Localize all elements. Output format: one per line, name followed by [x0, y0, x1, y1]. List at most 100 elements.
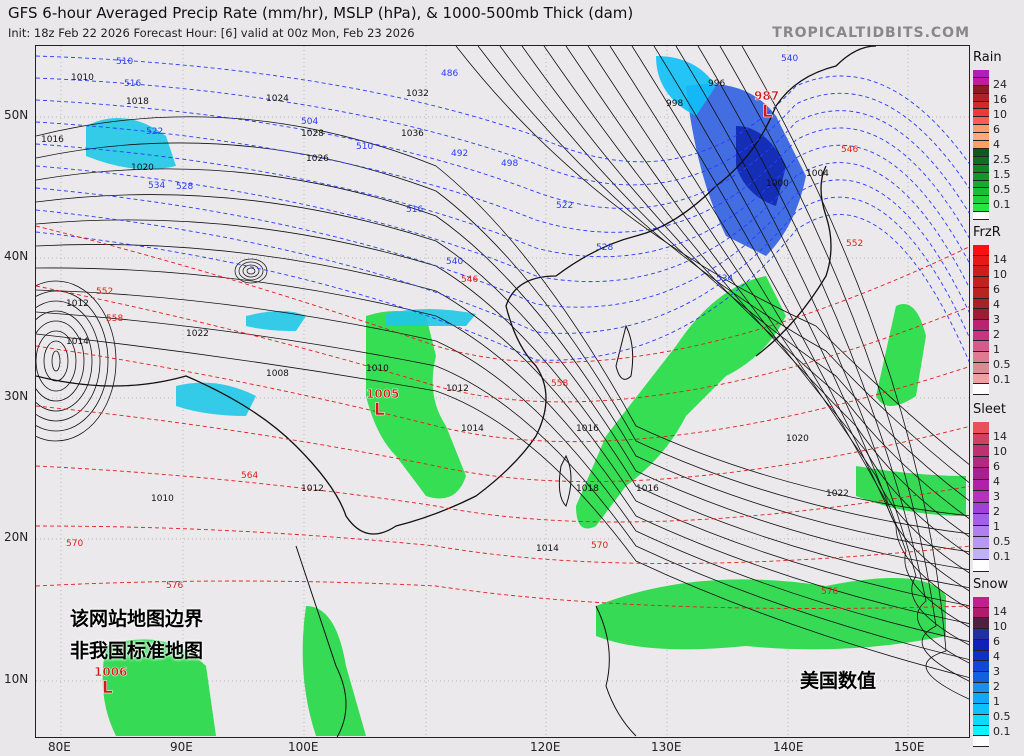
- isobar-label: 1010: [71, 73, 94, 83]
- map-title: GFS 6-hour Averaged Precip Rate (mm/hr),…: [8, 4, 634, 22]
- thickness-label: 570: [591, 541, 608, 551]
- legend-label: 0.1: [993, 198, 1011, 211]
- legend-label: 6: [993, 460, 1000, 473]
- legend-swatch: [973, 362, 989, 374]
- isobar-label: 1022: [826, 489, 849, 499]
- legend-swatch: [973, 133, 989, 142]
- isobar: [246, 267, 256, 275]
- thickness-line-cold: [36, 55, 969, 165]
- isobar: [51, 350, 61, 372]
- thickness-label: 516: [406, 205, 423, 215]
- precip-area: [656, 56, 716, 116]
- legend-label: 4: [993, 475, 1000, 488]
- lat-label: 30N: [4, 389, 29, 403]
- legend-label: 3: [993, 665, 1000, 678]
- thickness-label: 576: [166, 581, 183, 591]
- legend-swatch: [973, 156, 989, 165]
- lon-label: 100E: [288, 740, 319, 754]
- thickness-label: 528: [596, 243, 613, 253]
- low-symbol: L: [374, 400, 385, 420]
- isobar-label: 1016: [576, 424, 599, 434]
- legend-swatch: [973, 468, 989, 480]
- isobar: [477, 46, 969, 483]
- isobar-label: 1000: [766, 179, 789, 189]
- thickness-line-cold: [36, 179, 969, 313]
- legend-label: 2.5: [993, 153, 1011, 166]
- lon-label: 80E: [48, 740, 71, 754]
- legend-label: 2: [993, 680, 1000, 693]
- legend-swatch: [973, 682, 989, 694]
- legend-label: 4: [993, 138, 1000, 151]
- precip-area: [576, 276, 786, 529]
- legend-swatch: [973, 629, 989, 640]
- legend-swatch: [973, 560, 989, 572]
- isobar: [43, 340, 69, 382]
- lat-label: 40N: [4, 249, 29, 263]
- legend-label: 14: [993, 605, 1007, 618]
- legend-label: 10: [993, 108, 1007, 121]
- isobar: [36, 219, 969, 589]
- legend-swatch: [973, 164, 989, 173]
- legend-swatch: [973, 148, 989, 157]
- legend-swatch: [973, 693, 989, 705]
- isobar-label: 1018: [576, 484, 599, 494]
- isobar-label: 1022: [186, 329, 209, 339]
- isobar-label: 1020: [786, 434, 809, 444]
- isobar: [521, 46, 969, 520]
- legend-title: Snow: [973, 577, 1009, 592]
- legend-label: 14: [993, 430, 1007, 443]
- isobar-label: 1012: [446, 384, 469, 394]
- precip-area: [176, 382, 256, 416]
- legend-label: 2: [993, 505, 1000, 518]
- legend-swatch: [973, 204, 989, 213]
- legend-label: 3: [993, 313, 1000, 326]
- philippines-coastline: [595, 605, 637, 737]
- thickness-label: 534: [148, 181, 165, 191]
- legend-swatch: [973, 196, 989, 205]
- thickness-line-cold: [36, 143, 969, 264]
- thickness-line-warm: [36, 580, 969, 609]
- thickness-label: 564: [241, 471, 258, 481]
- legend-swatch: [973, 704, 989, 715]
- low-symbol: L: [102, 678, 113, 698]
- legend-swatch: [973, 456, 989, 469]
- legend-title: Rain: [973, 50, 1002, 65]
- legend-label: 3: [993, 490, 1000, 503]
- isobar: [238, 261, 264, 281]
- isobar: [587, 46, 969, 574]
- legend-label: 0.5: [993, 710, 1011, 723]
- isobar: [631, 46, 969, 610]
- legend-swatch: [973, 607, 989, 619]
- lon-label: 90E: [170, 740, 193, 754]
- isobar-label: 1032: [406, 89, 429, 99]
- lon-label: 150E: [894, 740, 925, 754]
- lat-label: 20N: [4, 530, 29, 544]
- isobar-label: 1012: [301, 484, 324, 494]
- thickness-label: 492: [451, 149, 468, 159]
- precip-area: [386, 309, 476, 326]
- pressure-value: 987: [754, 89, 779, 103]
- legend-swatch: [973, 266, 989, 278]
- taiwan-coastline: [558, 454, 572, 507]
- precip-area: [736, 126, 786, 206]
- legend-swatch: [973, 597, 989, 608]
- watermark-text: 该网站地图边界: [70, 608, 204, 630]
- indochina-coastline: [295, 545, 347, 737]
- legend-swatch: [973, 298, 989, 310]
- low-symbol: L: [762, 102, 773, 122]
- legend-swatch: [973, 101, 989, 110]
- legend-swatch: [973, 341, 989, 353]
- legend-label: 16: [993, 93, 1007, 106]
- legend-swatch: [973, 384, 989, 395]
- thickness-line-warm: [36, 285, 969, 403]
- thickness-label: 522: [146, 127, 163, 137]
- legend-label: 0.1: [993, 550, 1011, 563]
- isobar: [36, 330, 77, 392]
- thickness-line-warm: [36, 225, 969, 363]
- legend-label: 6: [993, 283, 1000, 296]
- legend-swatch: [973, 180, 989, 189]
- thickness-line-warm: [36, 525, 969, 564]
- pressure-value: 1005: [366, 387, 399, 401]
- legend-title: FrzR: [973, 225, 1001, 240]
